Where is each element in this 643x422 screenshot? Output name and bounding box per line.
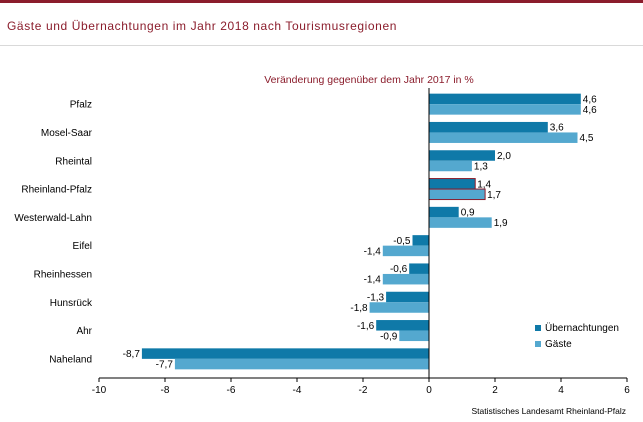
value-label: 1,4 (477, 179, 491, 190)
bar-uebernachtungen (409, 263, 429, 274)
x-tick-label: 6 (624, 385, 630, 396)
category-label: Rheintal (55, 156, 92, 167)
bar-gaeste (382, 245, 429, 257)
bar-uebernachtungen (429, 93, 581, 105)
bar-gaeste (369, 302, 429, 313)
category-label: Westerwald-Lahn (14, 213, 92, 224)
bar-uebernachtungen (429, 150, 495, 161)
x-tick-label: -4 (293, 385, 302, 396)
bar-uebernachtungen (141, 348, 429, 359)
x-tick-label: -6 (227, 385, 236, 396)
value-label: 1,9 (494, 218, 508, 229)
value-label: -1,3 (367, 293, 385, 304)
title-bar: Gäste und Übernachtungen im Jahr 2018 na… (0, 3, 643, 46)
chart-area: Veränderung gegenüber dem Jahr 2017 in %… (0, 46, 643, 422)
bar-gaeste (428, 188, 486, 201)
legend-swatch (535, 341, 541, 347)
bar-chart: Veränderung gegenüber dem Jahr 2017 in %… (14, 74, 630, 416)
value-label: 1,7 (487, 190, 501, 201)
category-label: Mosel-Saar (41, 128, 93, 139)
bar-uebernachtungen (429, 121, 548, 133)
page-title: Gäste und Übernachtungen im Jahr 2018 na… (7, 19, 397, 33)
source-note: Statistisches Landesamt Rheinland-Pfalz (472, 406, 627, 416)
category-label: Rheinhessen (34, 269, 92, 280)
value-label: -1,4 (364, 246, 382, 257)
bar-uebernachtungen (428, 178, 476, 190)
value-label: -7,7 (156, 360, 174, 371)
value-label: -0,9 (380, 331, 398, 342)
value-label: -0,6 (390, 264, 408, 275)
bar-gaeste (429, 104, 581, 115)
value-label: 4,6 (583, 105, 597, 116)
category-label: Hunsrück (50, 298, 93, 309)
x-tick-label: -2 (359, 385, 368, 396)
chart-subtitle: Veränderung gegenüber dem Jahr 2017 in % (264, 74, 474, 86)
bar-gaeste (382, 273, 429, 285)
bar-gaeste (174, 358, 429, 370)
bar-uebernachtungen (376, 320, 429, 331)
legend-label: Gäste (545, 339, 572, 350)
value-label: -1,4 (364, 275, 382, 286)
legend-label: Übernachtungen (545, 322, 619, 334)
category-label: Naheland (49, 354, 92, 365)
bar-gaeste (429, 160, 472, 172)
value-label: 3,6 (550, 123, 564, 134)
x-tick-label: 0 (426, 385, 432, 396)
value-label: 4,6 (583, 94, 597, 105)
category-label: Eifel (73, 241, 92, 252)
value-label: 1,3 (474, 162, 488, 173)
bar-uebernachtungen (412, 235, 429, 246)
value-label: -8,7 (123, 349, 141, 360)
category-label: Pfalz (70, 100, 92, 111)
value-label: 4,5 (580, 133, 594, 144)
legend-swatch (535, 325, 541, 331)
value-label: -1,6 (357, 321, 375, 332)
bar-gaeste (429, 217, 492, 228)
bar-gaeste (429, 132, 578, 143)
top-accent-rule (0, 0, 643, 3)
category-label: Rheinland-Pfalz (21, 185, 92, 196)
bar-gaeste (399, 330, 429, 342)
category-label: Ahr (76, 326, 92, 337)
x-tick-label: 2 (492, 385, 498, 396)
value-label: -0,5 (393, 236, 411, 247)
x-tick-label: -8 (161, 385, 170, 396)
value-label: -1,8 (350, 303, 368, 314)
value-label: 0,9 (461, 208, 475, 219)
x-tick-label: -10 (92, 385, 107, 396)
value-label: 2,0 (497, 151, 511, 162)
bar-uebernachtungen (429, 206, 459, 218)
bar-uebernachtungen (386, 291, 429, 303)
x-tick-label: 4 (558, 385, 564, 396)
